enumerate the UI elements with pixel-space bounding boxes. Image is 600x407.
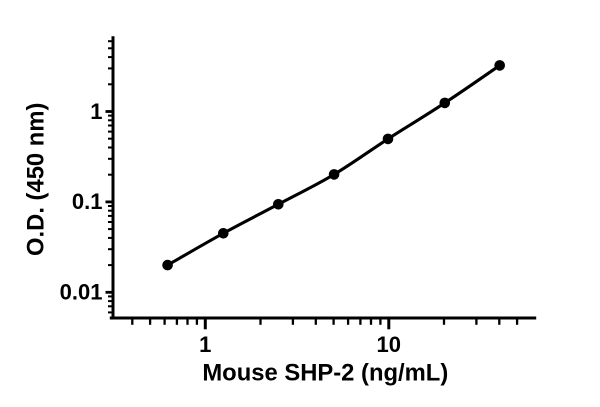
svg-text:1: 1 bbox=[199, 332, 211, 357]
svg-text:O.D. (450 nm): O.D. (450 nm) bbox=[23, 103, 50, 256]
svg-text:1: 1 bbox=[90, 99, 102, 124]
svg-text:0.01: 0.01 bbox=[60, 280, 103, 305]
svg-text:Mouse SHP-2 (ng/mL): Mouse SHP-2 (ng/mL) bbox=[202, 359, 448, 386]
svg-text:0.1: 0.1 bbox=[72, 189, 103, 214]
svg-text:10: 10 bbox=[377, 332, 401, 357]
